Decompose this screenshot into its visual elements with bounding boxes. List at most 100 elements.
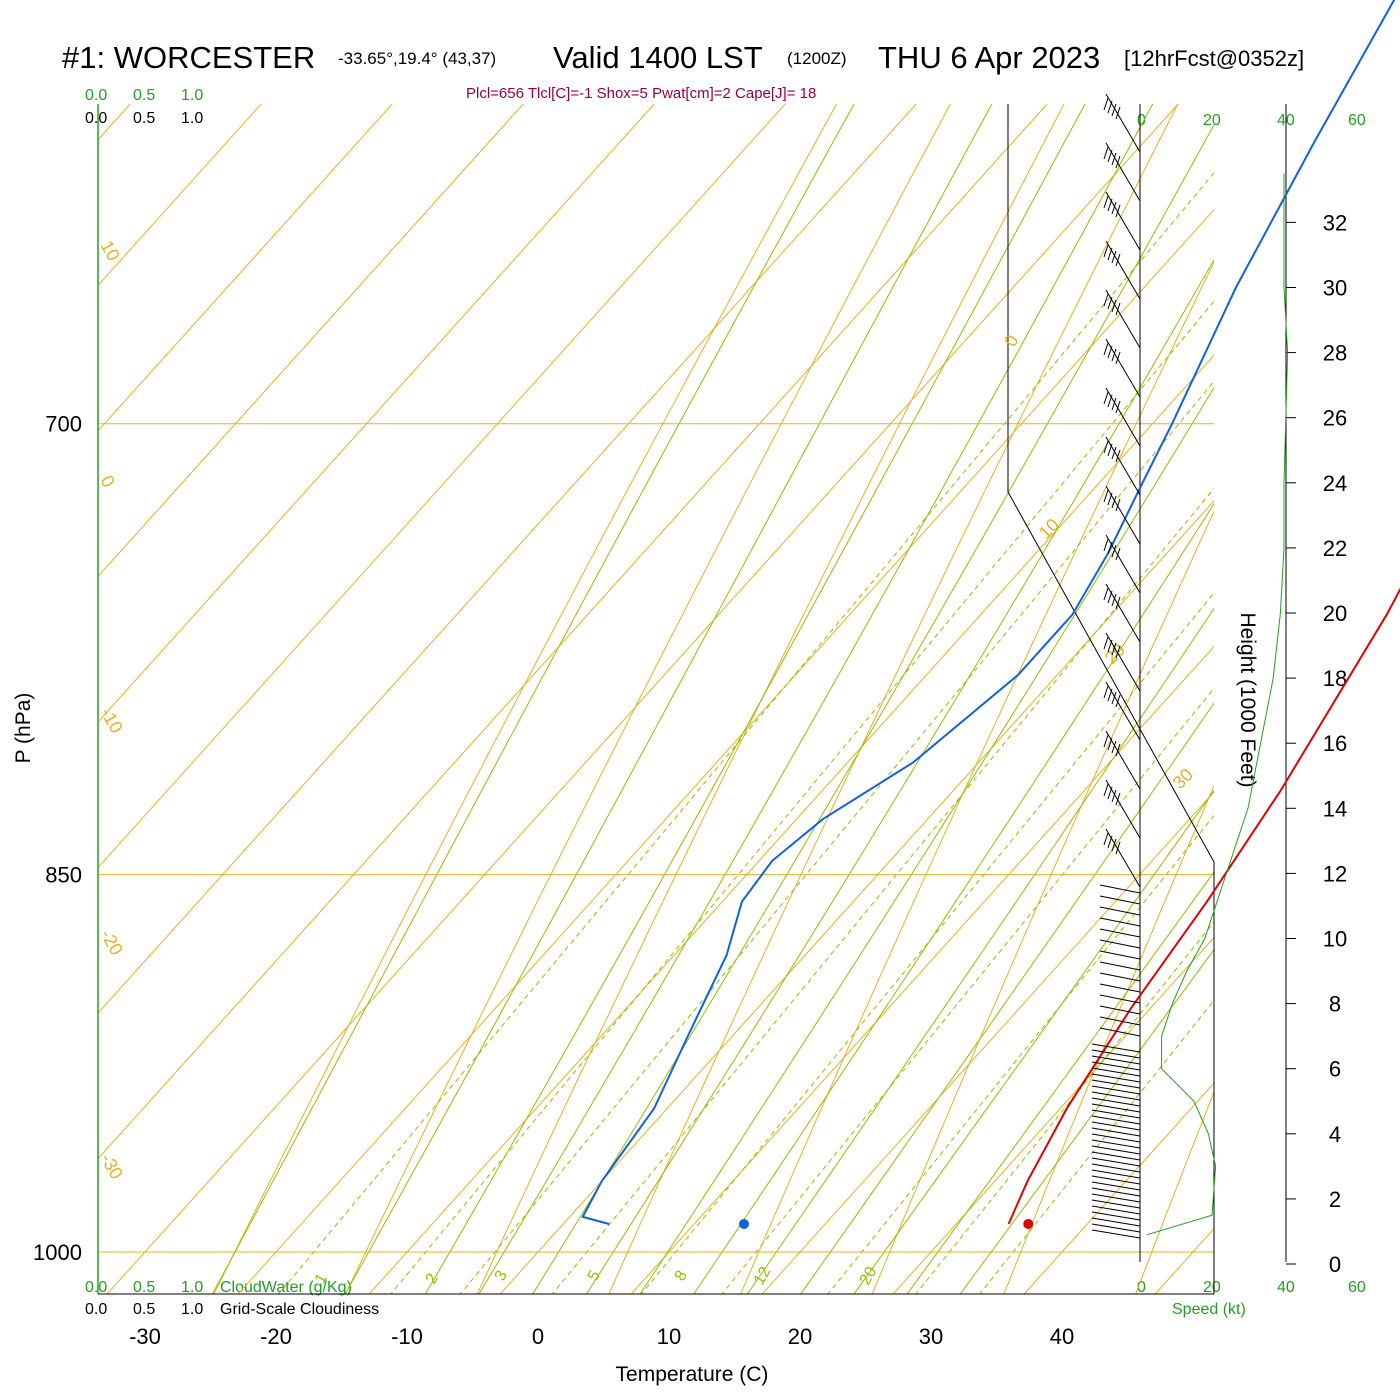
wind-barb-feather [1115,792,1121,806]
wind-barb-feather [1103,195,1109,209]
moist-adiabat-line [344,104,993,1294]
cloud-bottom-black-2: 1.0 [181,1301,203,1318]
wind-barb-staff [1091,1223,1141,1233]
moist-adiabat-line [746,607,1214,1294]
mixing-ratio-label: 2 [423,1271,442,1287]
height-tick-label: 26 [1323,406,1347,431]
wind-barb-feather [1111,250,1117,264]
wind-barb-staff [1099,906,1141,916]
height-tick-label: 22 [1323,536,1347,561]
dry-adiabat-line [871,510,1214,1294]
wind-barb-staff [1091,1085,1141,1095]
height-tick-label: 8 [1329,992,1341,1017]
wind-barb-feather [1111,495,1117,509]
wind-barb-feather [1115,841,1121,855]
dry-adiabat-line [1241,0,1400,1365]
wind-barb-staff [1105,289,1141,349]
wind-barb-feather [1111,397,1117,411]
temperature-profile-line [1007,587,1400,1225]
wind-barb-staff [1099,928,1141,938]
wind-barb-staff [1099,950,1141,960]
isotherm-line [499,500,1214,1294]
wind-barb-feather [1103,734,1109,748]
isotherm-line [98,104,1048,1160]
zulu-time: (1200Z) [787,49,847,68]
isotherm-label: 10 [97,237,124,264]
wind-barb-feather [1111,299,1117,313]
dry-adiabat-line [1374,0,1400,1365]
wind-barb-feather [1107,443,1113,457]
wind-barb-staff [1091,1193,1141,1203]
wind-barb-feather [1107,492,1113,506]
mixing-ratio-line [827,814,1214,1294]
wind-barb-staff [1091,1175,1141,1185]
moist-adiabat-line [211,104,855,1294]
station-title: #1: WORCESTER [62,40,315,75]
sounding-curves [581,0,1400,1236]
speed-bottom-0: 0 [1137,1279,1146,1296]
wind-barb-feather [1115,155,1121,169]
wind-barb-feather [1115,498,1121,512]
mixing-ratio-line [915,921,1214,1294]
wind-barb-staff [1099,895,1141,905]
wind-barb-feather [1103,342,1109,356]
wind-barb-feather [1107,296,1113,310]
wind-barb-feather [1115,645,1121,659]
wind-barb-staff [1105,632,1141,692]
wind-barb-staff [1091,1205,1141,1215]
right-frame-line [1007,104,1215,1294]
wind-barb-staff [1099,1005,1141,1015]
wind-barb-staff [1105,93,1141,153]
isotherm-line [892,936,1214,1294]
isotherm-label: 0 [1000,331,1022,350]
height-tick-label: 2 [1329,1187,1341,1212]
wind-barb-feather [1103,636,1109,650]
mixing-ratio-line [459,380,1214,1294]
isotherm-line [1023,1082,1214,1294]
wind-barb-feather [1107,394,1113,408]
height-tick-label: 20 [1323,601,1347,626]
wind-barb-feather [1115,694,1121,708]
wind-barb-staff [1091,1211,1141,1221]
wind-barb-feather [1103,832,1109,846]
mixing-ratio-line [390,300,1214,1294]
mixing-ratio-label: 3 [492,1268,511,1284]
wind-barb-staff [1091,1199,1141,1209]
cloud-top-green-1: 0.5 [133,87,155,104]
isotherm-line [237,209,1214,1294]
isotherm-line [98,104,917,1014]
cloud-top-green-2: 1.0 [181,87,203,104]
wind-barb-feather [1103,783,1109,797]
wind-barb-staff [1105,485,1141,545]
moist-adiabat-line [639,386,1214,1294]
isotherm-line [98,104,655,723]
speed-top-0: 0 [1137,112,1146,129]
height-tick-label: 14 [1323,796,1347,821]
height-tick-label: 32 [1323,210,1347,235]
wind-barb-staff [1099,1027,1141,1037]
wind-barb-staff [1091,1079,1141,1089]
wind-barb-staff [1091,1049,1141,1059]
temperature-tick-label: -10 [391,1324,423,1349]
cloud-bottom-black-0: 0.0 [85,1301,107,1318]
height-tick-label: 0 [1329,1252,1341,1277]
wind-barb-staff [1091,1127,1141,1137]
temperature-tick-label: 20 [788,1324,812,1349]
moist-adiabat-line [585,258,1214,1294]
isotherm-label: 20 [1101,640,1129,668]
axis-tick-labels: 2503004005007008501000-30-20-10010203040… [33,210,1347,1349]
wind-barb-feather [1103,440,1109,454]
wind-barb-feather [1111,838,1117,852]
wind-barb-feather [1115,743,1121,757]
forecast-info: [12hrFcst@0352z] [1124,46,1304,71]
moist-adiabat-line [800,702,1214,1294]
wind-barb-feather [1103,293,1109,307]
pressure-tick-label: 1000 [33,1240,82,1265]
mixing-ratio-label: 12 [751,1264,775,1288]
isotherm-label: 0 [97,472,119,491]
surface-temperature-marker [1023,1218,1034,1229]
isotherm-label: -10 [97,704,127,737]
x-axis-title: Temperature (C) [616,1363,769,1386]
wind-barb-feather [1107,345,1113,359]
